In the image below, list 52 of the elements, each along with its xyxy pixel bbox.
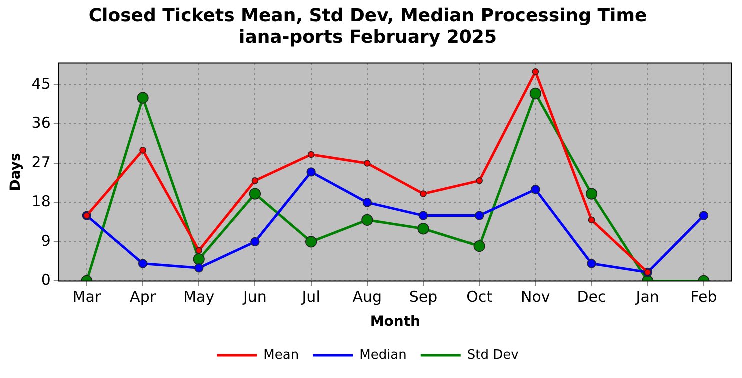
point: [532, 68, 540, 76]
point: [140, 147, 146, 154]
point: [588, 216, 596, 224]
y-axis-title: Days: [8, 153, 24, 192]
y-tick-label: 9: [41, 232, 51, 250]
point: [252, 178, 259, 184]
chart-title: Closed Tickets Mean, Std Dev, Median Processing Time iana-ports February 2025: [88, 5, 648, 48]
legend-label: Median: [360, 348, 407, 363]
point: [137, 92, 149, 104]
x-tick-label: May: [184, 288, 215, 306]
y-tick-label: 36: [32, 114, 51, 132]
x-axis-title: Month: [370, 314, 421, 330]
point: [418, 211, 428, 220]
point: [418, 223, 430, 235]
y-tick-label: 27: [32, 153, 51, 172]
point: [249, 188, 262, 200]
point: [699, 211, 709, 220]
point: [194, 264, 204, 273]
legend-label: Std Dev: [467, 348, 520, 363]
x-tick-label: Mar: [72, 288, 102, 306]
point: [364, 160, 371, 167]
point: [474, 240, 486, 252]
x-tick-label: Aug: [352, 288, 382, 306]
point: [586, 188, 598, 200]
x-tick-label: Oct: [466, 288, 493, 306]
x-tick-label: Sep: [409, 288, 438, 306]
point: [138, 259, 148, 268]
x-tick-label: Jan: [635, 288, 660, 306]
point: [196, 247, 203, 254]
y-tick-label: 0: [41, 271, 51, 290]
x-tick-label: Dec: [577, 288, 606, 306]
point: [306, 168, 316, 177]
point: [250, 237, 260, 247]
point: [587, 259, 596, 268]
x-tick-label: Nov: [521, 288, 550, 306]
x-tick-label: Jun: [242, 288, 267, 306]
point: [531, 185, 540, 194]
point: [193, 254, 205, 266]
point: [530, 88, 542, 100]
point: [476, 178, 483, 184]
x-tick-label: Jul: [301, 288, 320, 306]
y-tick-label: 45: [32, 74, 51, 93]
point: [362, 198, 372, 208]
point: [306, 236, 318, 248]
point: [420, 190, 427, 198]
legend-label: Mean: [264, 348, 300, 363]
y-tick-label: 18: [32, 192, 51, 211]
point: [362, 214, 374, 226]
point: [308, 151, 315, 158]
point: [474, 211, 484, 220]
x-tick-label: Apr: [130, 288, 157, 306]
x-tick-label: Feb: [690, 288, 718, 306]
